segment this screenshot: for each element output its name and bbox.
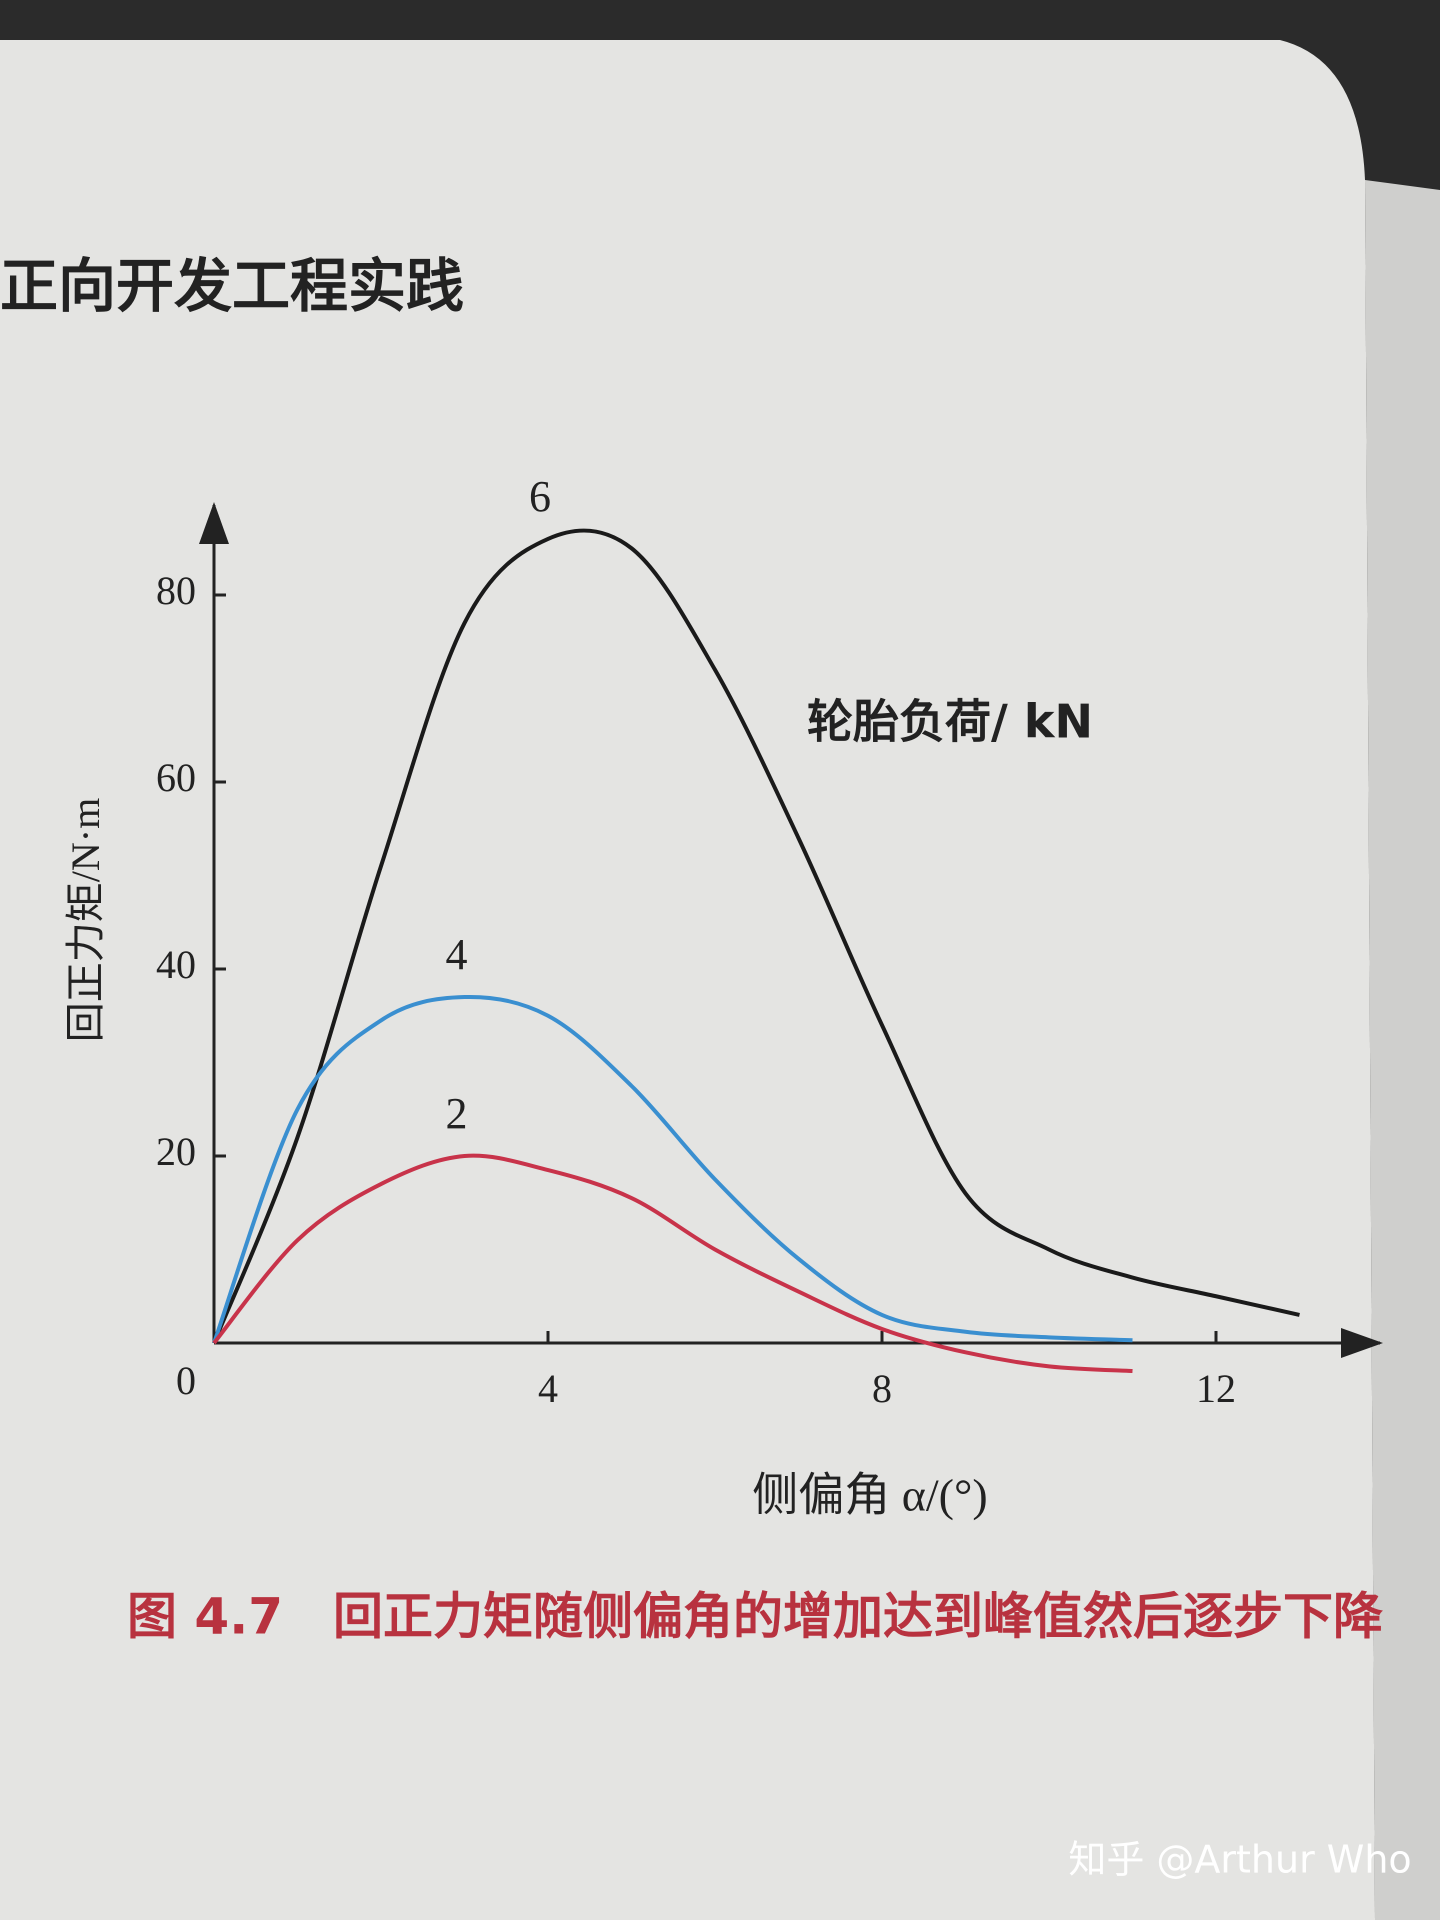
y-tick-label: 20 [156, 1129, 196, 1174]
next-page [1365, 180, 1440, 1920]
header: 正向开发工程实践 [0, 252, 464, 320]
annotation: 轮胎负荷/ kN [807, 695, 1093, 749]
y-tick-label: 0 [176, 1358, 196, 1403]
caption: 图 4.7 回正力矩随侧偏角的增加达到峰值然后逐步下降 [127, 1588, 1383, 1646]
series-label: 2 [446, 1089, 468, 1138]
series-label: 4 [446, 930, 468, 979]
x-tick-label: 8 [872, 1366, 892, 1411]
y-tick-label: 60 [156, 755, 196, 800]
series-label: 6 [529, 472, 551, 521]
series-line [212, 528, 1300, 1344]
series-line [212, 1153, 1133, 1374]
x-axis-label: 侧偏角 α/(°) [752, 1470, 987, 1521]
x-tick-label: 4 [538, 1366, 558, 1411]
y-tick-label: 80 [156, 568, 196, 613]
book-page [0, 40, 1375, 1920]
x-tick-label: 12 [1196, 1366, 1236, 1411]
y-axis-label: 回正力矩/N·m [63, 798, 108, 1042]
watermark: 知乎 @Arthur Who [1068, 1838, 1411, 1882]
y-tick-label: 40 [156, 942, 196, 987]
series-line [212, 994, 1133, 1344]
